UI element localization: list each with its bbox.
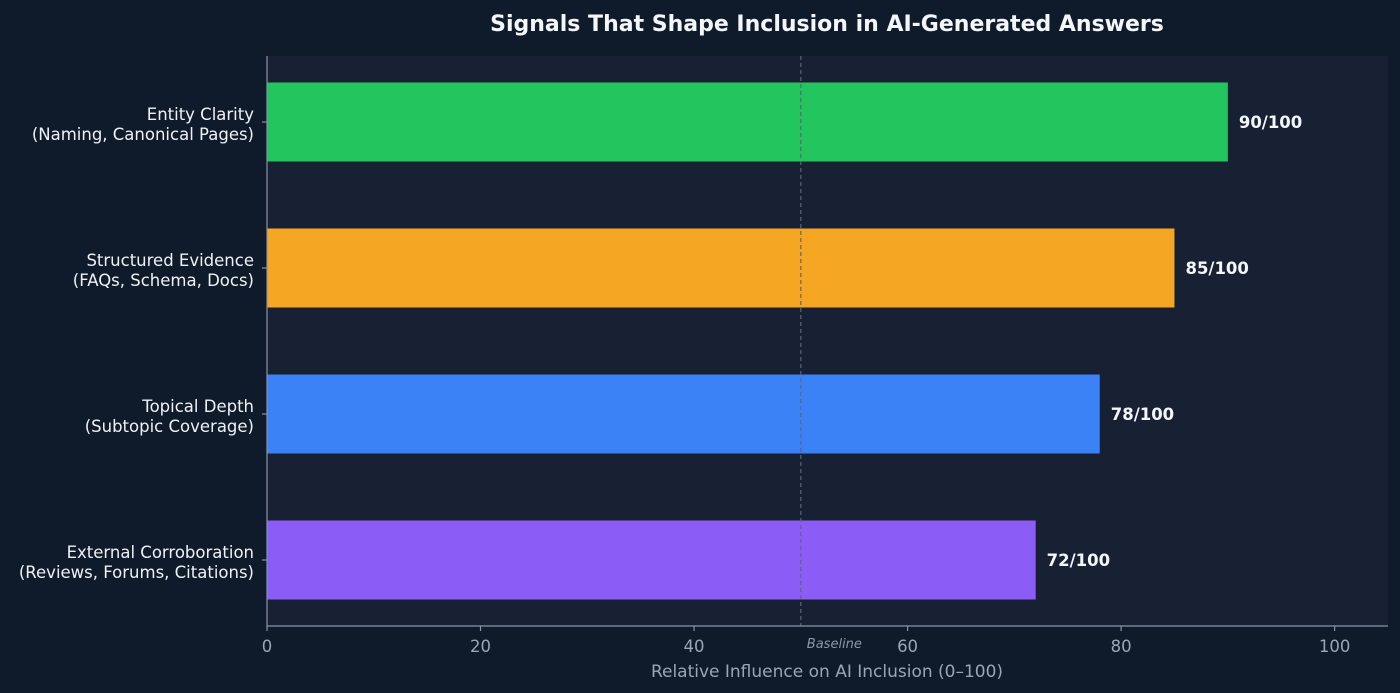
category-label-1: Entity Clarity (Naming, Canonical Pages) <box>32 105 254 144</box>
category-label-3-line-1: Topical Depth <box>141 397 254 416</box>
bar-3 <box>267 374 1100 454</box>
category-label-2-line-2: (FAQs, Schema, Docs) <box>73 271 254 290</box>
x-axis-title: Relative Influence on AI Inclusion (0–10… <box>651 662 1003 682</box>
x-tick-label-100: 100 <box>1319 637 1351 656</box>
chart-title: Signals That Shape Inclusion in AI-Gener… <box>490 12 1164 37</box>
axes-layer: 0 20 40 60 80 100 <box>262 56 1388 656</box>
x-tick-label-60: 60 <box>897 637 918 656</box>
x-tick-label-20: 20 <box>470 637 491 656</box>
value-label-2: 85/100 <box>1185 259 1248 278</box>
bars-layer <box>267 82 1228 600</box>
category-label-4: External Corroboration (Reviews, Forums, … <box>19 543 254 582</box>
bar-2 <box>267 228 1175 308</box>
category-label-4-line-2: (Reviews, Forums, Citations) <box>19 563 254 582</box>
x-tick-label-40: 40 <box>684 637 705 656</box>
category-label-1-line-1: Entity Clarity <box>147 105 254 124</box>
value-label-3: 78/100 <box>1111 405 1174 424</box>
value-label-1: 90/100 <box>1239 113 1302 132</box>
bar-1 <box>267 82 1228 162</box>
bar-4 <box>267 520 1036 600</box>
category-label-2-line-1: Structured Evidence <box>86 251 254 270</box>
category-label-2: Structured Evidence (FAQs, Schema, Docs) <box>73 251 254 290</box>
category-label-4-line-1: External Corroboration <box>67 543 254 562</box>
baseline-label: Baseline <box>807 637 862 652</box>
labels-layer: 90/100 85/100 78/100 72/100 Entity Clarity (N… <box>19 105 1302 582</box>
x-tick-label-0: 0 <box>262 637 273 656</box>
category-label-1-line-2: (Naming, Canonical Pages) <box>32 125 254 144</box>
category-label-3: Topical Depth (Subtopic Coverage) <box>85 397 254 436</box>
x-tick-label-80: 80 <box>1111 637 1132 656</box>
value-label-4: 72/100 <box>1047 551 1110 570</box>
category-label-3-line-2: (Subtopic Coverage) <box>85 417 254 436</box>
reference-line-layer: Baseline <box>800 56 862 652</box>
